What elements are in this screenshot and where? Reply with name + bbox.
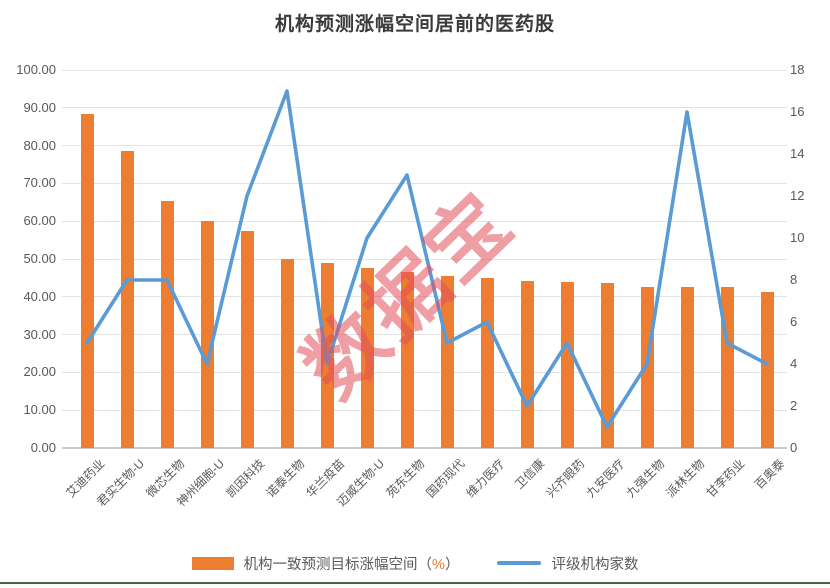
chart-title: 机构预测涨幅空间居前的医药股 (274, 14, 555, 35)
right-axis-tick: 8 (790, 272, 798, 287)
bar-卫信康 (520, 281, 534, 448)
left-axis-tick: 100.00 (16, 62, 56, 77)
right-axis-tick: 16 (790, 104, 805, 119)
x-axis-label-九强生物: 九强生物 (623, 456, 668, 501)
x-axis-label-甘李药业: 甘李药业 (703, 456, 748, 501)
left-axis-tick: 30.00 (23, 326, 56, 342)
right-axis-tick: 2 (790, 398, 798, 413)
x-axis-label-派林生物: 派林生物 (663, 456, 708, 501)
bar-甘李药业 (720, 287, 734, 448)
right-axis-tick: 4 (790, 356, 798, 371)
bar-凯因科技 (240, 231, 254, 448)
x-axis-label-诺泰生物: 诺泰生物 (263, 456, 308, 501)
bar-君实生物-U (120, 150, 134, 448)
x-axis-label-国药现代: 国药现代 (423, 456, 468, 501)
bar-九安医疗 (600, 282, 614, 448)
x-axis-label-苑东生物: 苑东生物 (383, 456, 428, 501)
bar-兴齐眼药 (560, 282, 574, 448)
bar-微芯生物 (160, 200, 174, 448)
left-axis-tick: 60.00 (23, 213, 56, 229)
gridline (62, 145, 787, 147)
bar-legend-percent: % (432, 556, 445, 573)
bar-百奥泰 (760, 291, 774, 448)
gridline (62, 182, 787, 184)
bar-九强生物 (640, 286, 654, 448)
left-axis-tick: 20.00 (23, 364, 56, 380)
right-axis-tick: 14 (790, 146, 805, 161)
x-axis-label-维力医疗: 维力医疗 (463, 456, 508, 501)
bar-legend-label: 机构一致预测目标涨幅空间（%） (244, 553, 460, 574)
bar-legend-swatch (191, 556, 234, 570)
x-axis-label-百奥泰: 百奥泰 (751, 456, 788, 492)
x-axis-label-兴齐眼药: 兴齐眼药 (543, 456, 588, 501)
bar-legend-text: 机构一致预测目标涨幅空间（ (243, 556, 433, 573)
line-legend-swatch (497, 561, 542, 565)
bar-维力医疗 (480, 278, 494, 448)
right-axis-tick: 18 (790, 62, 805, 77)
legend: 机构一致预测目标涨幅空间（%） 评级机构家数 (0, 551, 830, 575)
x-axis-label-九安医疗: 九安医疗 (583, 456, 628, 501)
x-axis-label-凯因科技: 凯因科技 (223, 456, 268, 501)
line-legend-label: 评级机构家数 (551, 556, 639, 573)
bottom-border-line (0, 582, 830, 584)
x-axis-line (62, 447, 787, 449)
left-axis-tick: 90.00 (23, 99, 56, 115)
left-axis-tick: 50.00 (23, 251, 56, 266)
right-axis-tick: 10 (790, 230, 805, 245)
left-axis-tick: 0.00 (30, 440, 56, 455)
left-axis-tick: 10.00 (23, 402, 56, 418)
right-axis-tick: 12 (790, 188, 805, 203)
bar-legend-text-close: ） (444, 556, 460, 573)
right-axis-tick: 0 (790, 440, 798, 455)
gridline (62, 69, 787, 71)
right-axis-tick: 6 (790, 314, 798, 329)
bar-艾迪药业 (80, 114, 94, 448)
left-axis-tick: 70.00 (23, 175, 56, 191)
left-axis-tick: 40.00 (23, 288, 56, 304)
bar-派林生物 (680, 286, 694, 448)
left-axis-tick: 80.00 (23, 137, 56, 153)
gridline (62, 107, 787, 109)
bar-神州细胞-U (200, 220, 214, 448)
